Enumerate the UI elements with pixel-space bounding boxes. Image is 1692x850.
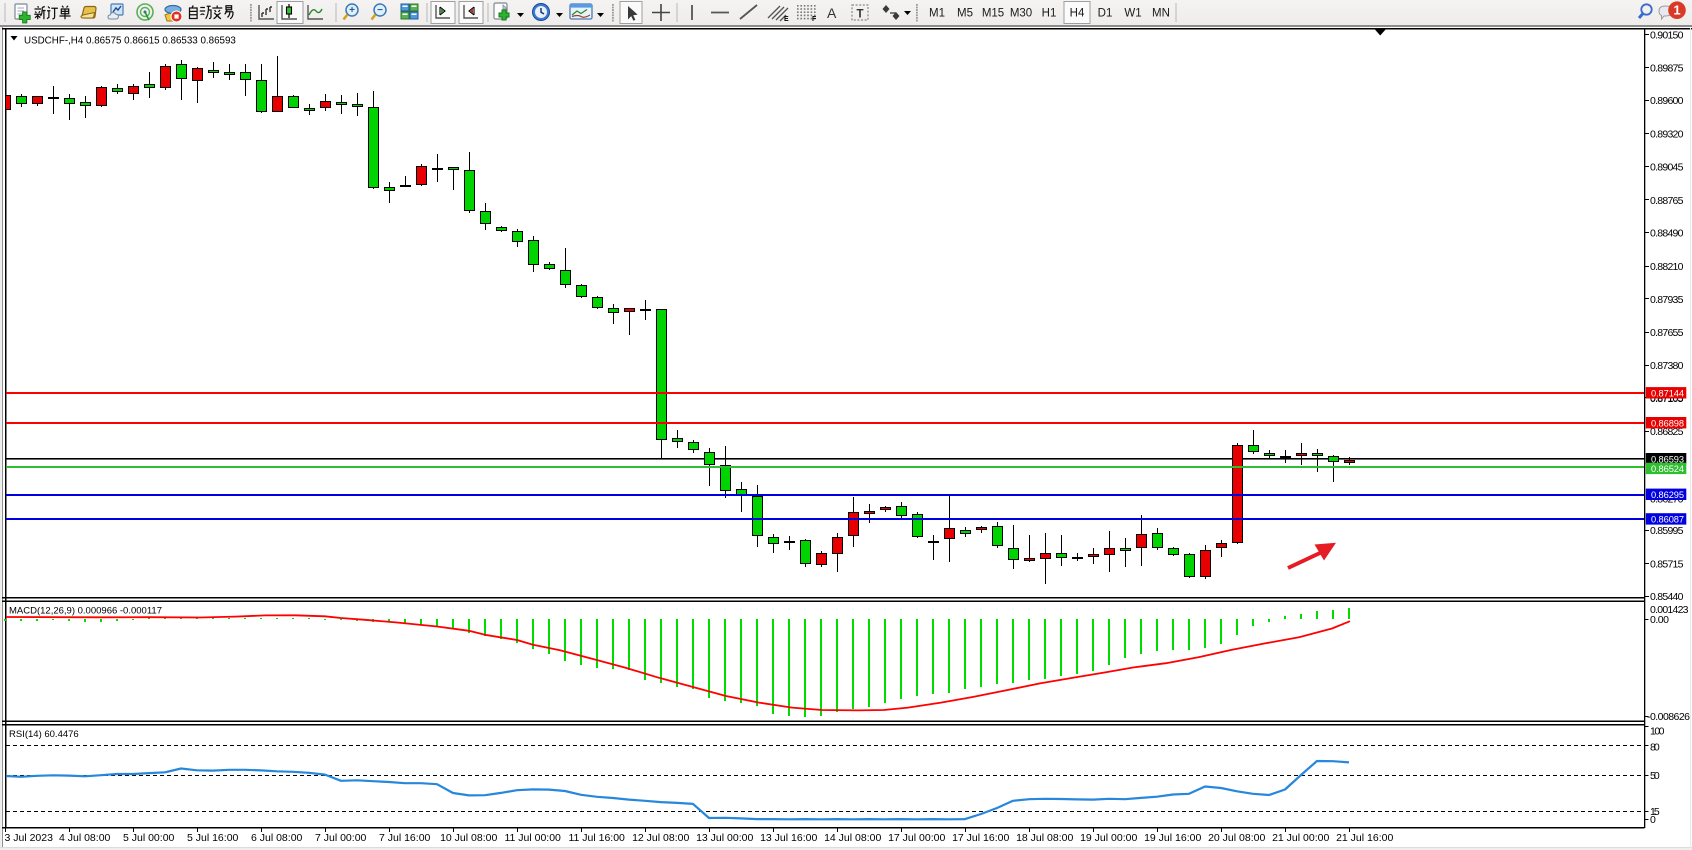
svg-text:17 Jul 16:00: 17 Jul 16:00 [952, 832, 1009, 844]
svg-text:0.86295: 0.86295 [1651, 490, 1684, 500]
svg-text:20 Jul 08:00: 20 Jul 08:00 [1208, 832, 1265, 844]
svg-text:7 Jul 00:00: 7 Jul 00:00 [315, 832, 367, 844]
svg-text:0.86087: 0.86087 [1651, 515, 1684, 525]
svg-text:0.87144: 0.87144 [1651, 389, 1684, 399]
svg-text:100: 100 [1650, 725, 1665, 737]
svg-text:0.88765: 0.88765 [1650, 195, 1684, 207]
svg-text:80: 80 [1650, 741, 1660, 753]
svg-text:D1: D1 [1098, 8, 1113, 20]
svg-text:0.87935: 0.87935 [1650, 294, 1684, 306]
svg-text:10 Jul 08:00: 10 Jul 08:00 [440, 832, 497, 844]
svg-text:F: F [812, 16, 817, 23]
svg-text:0.86898: 0.86898 [1651, 419, 1684, 429]
svg-text:4 Jul 08:00: 4 Jul 08:00 [59, 832, 111, 844]
svg-text:H1: H1 [1042, 8, 1057, 20]
svg-text:0.89875: 0.89875 [1650, 62, 1684, 74]
svg-text:0.86593: 0.86593 [1651, 455, 1684, 465]
svg-text:+: + [349, 5, 355, 16]
svg-text:11 Jul 16:00: 11 Jul 16:00 [568, 832, 625, 844]
svg-text:0.00: 0.00 [1650, 614, 1669, 626]
svg-text:0.89600: 0.89600 [1650, 95, 1684, 107]
svg-text:USDCHF-,H4 0.86575 0.86615 0.: USDCHF-,H4 0.86575 0.86615 0.86533 0.865… [24, 35, 236, 46]
svg-text:M15: M15 [982, 8, 1004, 20]
svg-text:-0.008626: -0.008626 [1647, 711, 1690, 723]
svg-text:19 Jul 16:00: 19 Jul 16:00 [1144, 832, 1201, 844]
svg-text:50: 50 [1650, 770, 1660, 782]
svg-text:13 Jul 16:00: 13 Jul 16:00 [760, 832, 817, 844]
svg-text:21 Jul 16:00: 21 Jul 16:00 [1336, 832, 1393, 844]
svg-text:17 Jul 00:00: 17 Jul 00:00 [888, 832, 945, 844]
svg-text:E: E [784, 16, 789, 23]
svg-text:5 Jul 16:00: 5 Jul 16:00 [187, 832, 239, 844]
svg-text:0.86825: 0.86825 [1650, 426, 1684, 438]
svg-text:6 Jul 08:00: 6 Jul 08:00 [251, 832, 303, 844]
svg-text:MACD(12,26,9) 0.000966 -0.0001: MACD(12,26,9) 0.000966 -0.000117 [9, 606, 162, 617]
svg-text:18 Jul 08:00: 18 Jul 08:00 [1016, 832, 1073, 844]
svg-text:0.89045: 0.89045 [1650, 161, 1684, 173]
svg-text:0.86524: 0.86524 [1651, 464, 1684, 474]
svg-text:15: 15 [1650, 806, 1660, 818]
svg-text:12 Jul 08:00: 12 Jul 08:00 [632, 832, 689, 844]
svg-text:M30: M30 [1010, 8, 1032, 20]
svg-text:0: 0 [1650, 814, 1656, 826]
svg-text:M5: M5 [957, 8, 973, 20]
svg-text:RSI(14) 60.4476: RSI(14) 60.4476 [9, 729, 79, 740]
svg-text:14 Jul 08:00: 14 Jul 08:00 [824, 832, 881, 844]
svg-text:0.85995: 0.85995 [1650, 525, 1684, 537]
svg-text:0.87655: 0.87655 [1650, 327, 1684, 339]
svg-text:13 Jul 00:00: 13 Jul 00:00 [696, 832, 753, 844]
svg-text:0.88210: 0.88210 [1650, 261, 1684, 273]
svg-text:A: A [827, 5, 837, 21]
svg-text:T: T [857, 9, 864, 21]
svg-text:−: − [377, 5, 383, 16]
svg-text:5 Jul 00:00: 5 Jul 00:00 [123, 832, 175, 844]
svg-text:21 Jul 00:00: 21 Jul 00:00 [1272, 832, 1329, 844]
svg-text:MN: MN [1152, 8, 1170, 20]
svg-text:H4: H4 [1070, 8, 1085, 20]
svg-text:0.85715: 0.85715 [1650, 559, 1684, 571]
svg-text:M1: M1 [929, 8, 945, 20]
svg-text:19 Jul 00:00: 19 Jul 00:00 [1080, 832, 1137, 844]
svg-text:0.87380: 0.87380 [1650, 360, 1684, 372]
svg-text:0.88490: 0.88490 [1650, 228, 1684, 240]
svg-text:7 Jul 16:00: 7 Jul 16:00 [379, 832, 431, 844]
svg-text:0.90150: 0.90150 [1650, 30, 1684, 42]
svg-text:11 Jul 00:00: 11 Jul 00:00 [504, 832, 561, 844]
svg-text:W1: W1 [1124, 8, 1141, 20]
svg-text:0.001423: 0.001423 [1650, 604, 1689, 616]
svg-text:0.85440: 0.85440 [1650, 591, 1684, 603]
svg-text:0.89320: 0.89320 [1650, 129, 1684, 141]
svg-text:3 Jul 2023: 3 Jul 2023 [5, 832, 54, 844]
svg-text:1: 1 [1673, 3, 1680, 18]
